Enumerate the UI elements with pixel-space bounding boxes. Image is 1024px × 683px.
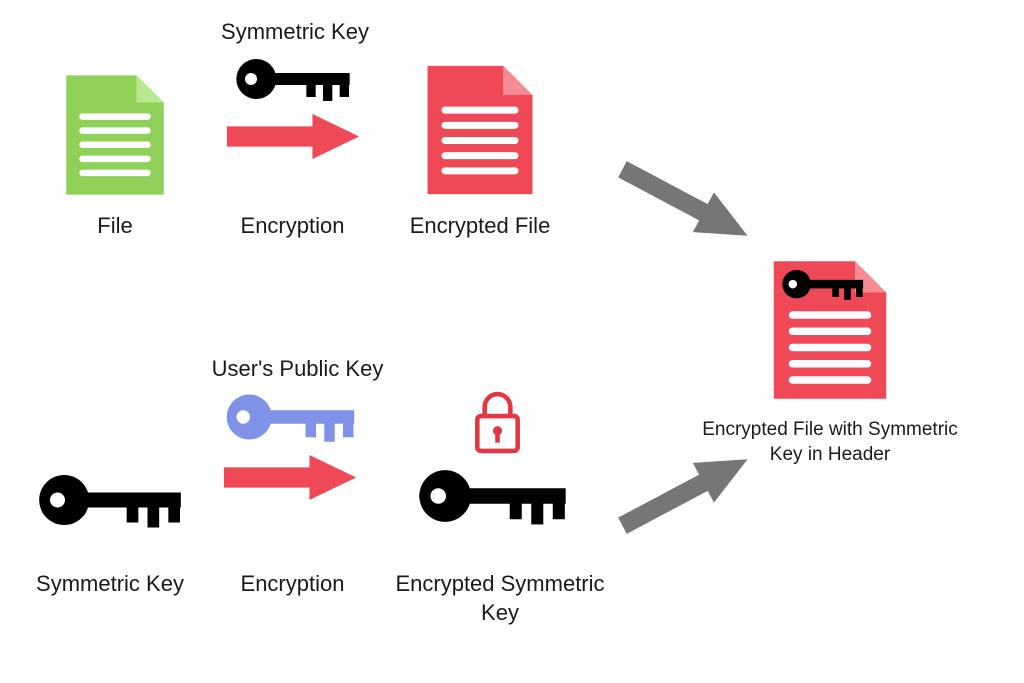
arrow-icon	[604, 139, 767, 267]
arrow-top-right	[604, 139, 767, 267]
symkey-top-label: Symmetric Key	[205, 18, 385, 47]
file-icon	[60, 70, 170, 200]
arrow-bottom-right	[604, 429, 767, 557]
file-label: File	[60, 212, 170, 241]
lock-icon	[470, 390, 525, 455]
arrow-right-icon	[223, 109, 363, 164]
encryption-bottom-label: Encryption	[215, 570, 370, 599]
encrypted-file-node	[420, 60, 540, 200]
arrow-right-icon	[220, 450, 360, 505]
enc-symkey-label: Encrypted Symmetric Key	[395, 570, 605, 627]
result-file-node	[765, 255, 895, 405]
symkey-bottom-label: Symmetric Key	[25, 570, 195, 599]
encryption-bottom-node	[210, 390, 370, 505]
arrow-icon	[604, 429, 767, 557]
file-node	[60, 70, 170, 200]
key-icon	[223, 390, 358, 444]
encryption-top-node	[215, 55, 370, 164]
lock-node	[470, 390, 525, 455]
enc-symkey-node	[415, 465, 575, 527]
encrypted-file-label: Encrypted File	[400, 212, 560, 241]
file-icon	[420, 60, 540, 200]
encryption-top-label: Encryption	[215, 212, 370, 241]
pubkey-label: User's Public Key	[200, 355, 395, 384]
key-icon	[35, 470, 185, 530]
file-with-key-icon	[765, 255, 895, 405]
symkey-bottom-node	[35, 470, 185, 530]
key-icon	[233, 55, 353, 103]
key-icon	[415, 465, 570, 527]
